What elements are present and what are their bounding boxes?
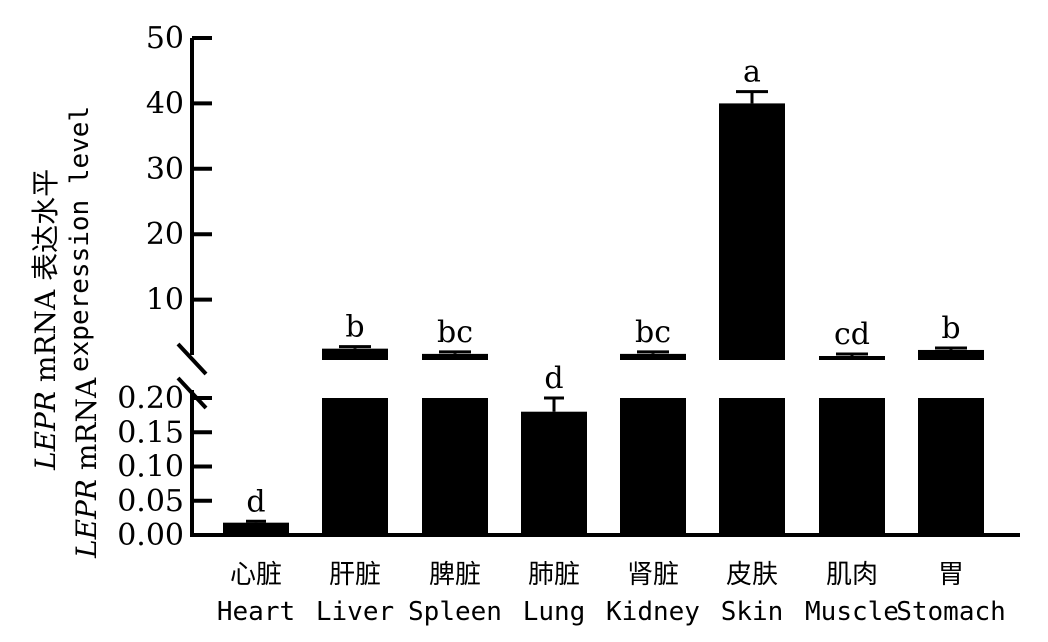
- x-tick-label-en: Skin: [721, 597, 784, 627]
- bar-lower-segment: [620, 398, 686, 535]
- y-tick-label-lower: 0.00: [117, 518, 184, 553]
- bar-lower-segment: [322, 398, 388, 535]
- x-tick-label-cn: 皮肤: [726, 560, 778, 590]
- x-tick-label-en: Spleen: [408, 597, 502, 627]
- y-tick-label-upper: 40: [146, 86, 184, 121]
- significance-label: b: [941, 311, 960, 346]
- axis-break-mark-lower: [176, 376, 208, 410]
- x-tick-label-cn: 脾脏: [429, 560, 481, 590]
- bar: [223, 522, 289, 535]
- x-tick-label-en: Liver: [316, 597, 394, 627]
- bar-upper-segment: [322, 348, 388, 360]
- y-axis-label-line1: LEPR mRNA 表达水平: [29, 169, 62, 471]
- y-tick-label-upper: 20: [146, 217, 184, 252]
- bars: [223, 90, 984, 535]
- bar-upper-segment: [918, 349, 984, 360]
- significance-label: b: [345, 310, 364, 345]
- bar-lower-segment: [819, 398, 885, 535]
- y-tick-label-lower: 0.10: [117, 450, 184, 485]
- bar-upper-segment: [819, 356, 885, 360]
- x-tick-label-cn: 肾脏: [627, 560, 679, 590]
- significance-label: d: [544, 361, 563, 396]
- y-tick-label-lower: 0.05: [117, 484, 184, 519]
- y-axis-label-line2: experession level: [65, 106, 95, 372]
- y-tick-label-upper: 50: [146, 21, 184, 56]
- x-tick-label-cn: 心脏: [230, 560, 282, 590]
- x-tick-label-cn: 肌肉: [826, 560, 878, 590]
- x-tick-label-en: Kidney: [606, 597, 700, 627]
- significance-label: cd: [834, 317, 870, 352]
- significance-label: d: [246, 484, 265, 519]
- y-tick-label-upper: 30: [146, 152, 184, 187]
- bar: [521, 411, 587, 535]
- x-tick-label-cn: 肝脏: [329, 560, 381, 590]
- y-axis-label-line3: LEPR mRNA: [70, 377, 103, 559]
- bar-lower-segment: [719, 398, 785, 535]
- y-tick-label-upper: 10: [146, 283, 184, 318]
- y-axis-label: LEPR mRNA 表达水平 experession level LEPR mR…: [29, 106, 103, 559]
- bar-upper-segment: [719, 103, 785, 361]
- significance-label: a: [743, 55, 761, 90]
- significance-label: bc: [635, 315, 671, 350]
- bar-lower-segment: [918, 398, 984, 535]
- y-tick-label-lower: 0.20: [117, 381, 184, 416]
- x-tick-label-en: Lung: [523, 597, 586, 627]
- significance-label: bc: [437, 315, 473, 350]
- x-tick-label-en: Stomach: [896, 597, 1006, 627]
- labels: d 心脏 Heart b 肝脏 Liver bc 脾脏 Spleen d 肺脏 Lung bc 肾脏 Kid…: [217, 55, 1006, 627]
- axis-break-mark-upper: [176, 342, 208, 376]
- x-tick-label-cn: 胃: [938, 560, 964, 590]
- y-tick-label-lower: 0.15: [117, 415, 184, 450]
- bar-upper-segment: [422, 353, 488, 360]
- axes: 50 40 30 20 10 0.200.150.100.050.00: [117, 21, 1020, 553]
- x-tick-label-cn: 肺脏: [528, 560, 580, 590]
- x-tick-label-en: Muscle: [805, 597, 899, 627]
- bar-lower-segment: [422, 398, 488, 535]
- x-tick-label-en: Heart: [217, 597, 295, 627]
- bar-upper-segment: [620, 353, 686, 360]
